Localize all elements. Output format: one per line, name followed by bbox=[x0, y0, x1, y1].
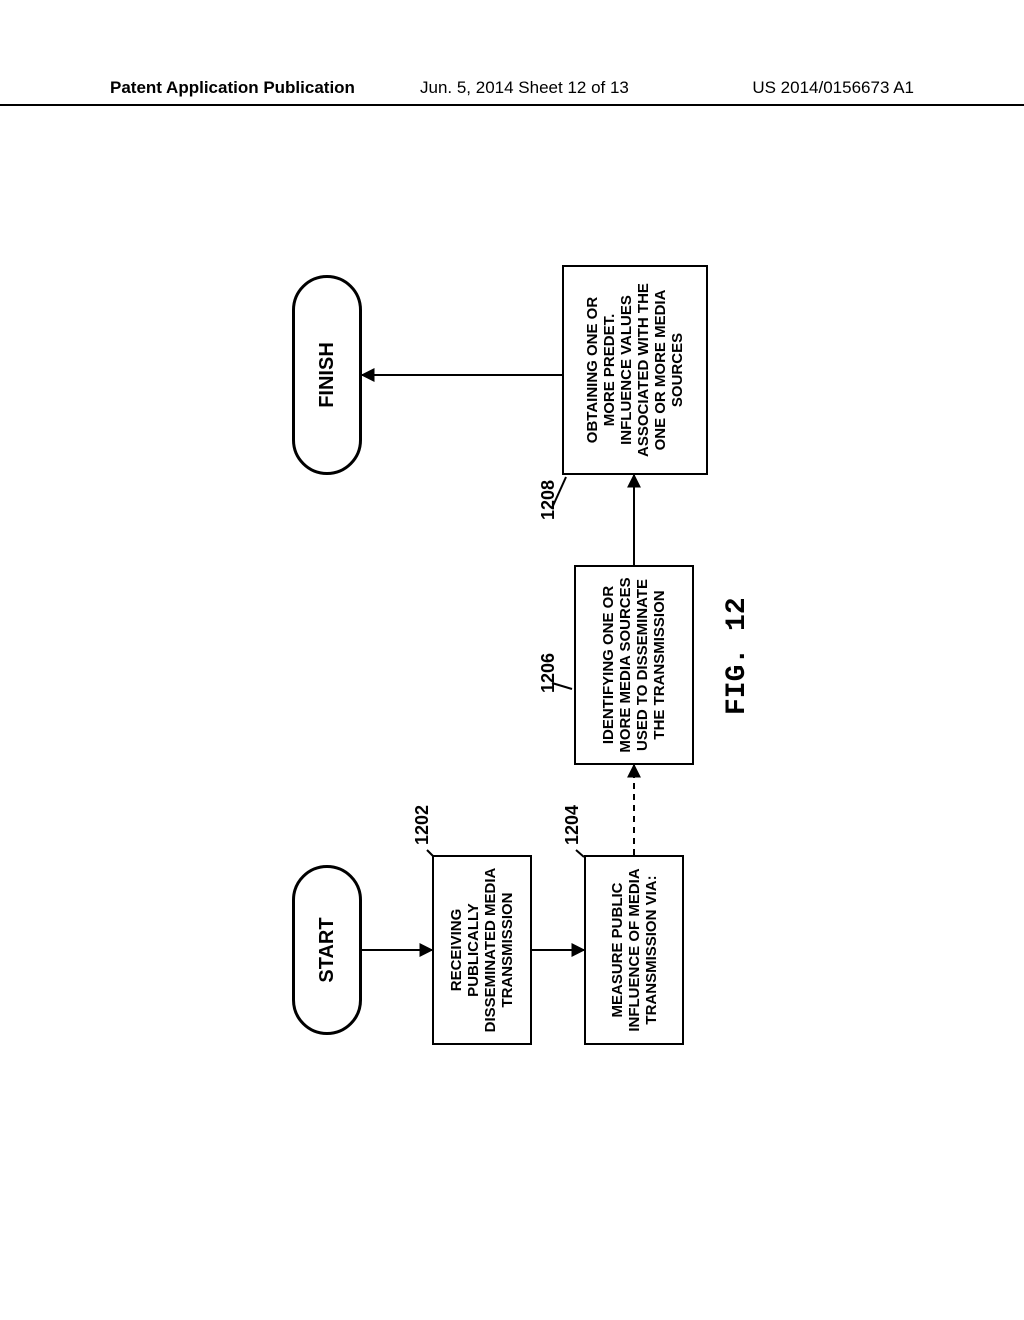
process-identifying-sources: IDENTIFYING ONE OR MORE MEDIA SOURCES US… bbox=[574, 565, 694, 765]
n1204-label: MEASURE PUBLIC INFLUENCE OF MEDIA TRANSM… bbox=[609, 863, 660, 1037]
ref-1202: 1202 bbox=[412, 805, 433, 845]
page-header: Patent Application Publication Jun. 5, 2… bbox=[0, 78, 1024, 106]
header-docnum: US 2014/0156673 A1 bbox=[752, 78, 914, 98]
page: Patent Application Publication Jun. 5, 2… bbox=[0, 0, 1024, 1320]
finish-label: FINISH bbox=[316, 342, 339, 408]
ref-1206: 1206 bbox=[538, 653, 559, 693]
figure-label: FIG. 12 bbox=[722, 597, 753, 715]
n1206-label: IDENTIFYING ONE OR MORE MEDIA SOURCES US… bbox=[600, 573, 668, 757]
terminator-finish: FINISH bbox=[292, 275, 362, 475]
n1208-label: OBTAINING ONE OR MORE PREDET. INFLUENCE … bbox=[584, 273, 686, 467]
header-publication: Patent Application Publication bbox=[110, 78, 355, 98]
ref-1204: 1204 bbox=[562, 805, 583, 845]
process-measure-influence: MEASURE PUBLIC INFLUENCE OF MEDIA TRANSM… bbox=[584, 855, 684, 1045]
n1202-label: RECEIVING PUBLICALLY DISSEMINATED MEDIA … bbox=[448, 863, 516, 1037]
process-receiving-transmission: RECEIVING PUBLICALLY DISSEMINATED MEDIA … bbox=[432, 855, 532, 1045]
terminator-start: START bbox=[292, 865, 362, 1035]
start-label: START bbox=[316, 917, 339, 982]
header-sheet: Jun. 5, 2014 Sheet 12 of 13 bbox=[420, 78, 629, 98]
ref-1208: 1208 bbox=[538, 480, 559, 520]
flowchart-diagram: START FINISH RECEIVING PUBLICALLY DISSEM… bbox=[252, 245, 772, 1075]
process-obtaining-values: OBTAINING ONE OR MORE PREDET. INFLUENCE … bbox=[562, 265, 708, 475]
